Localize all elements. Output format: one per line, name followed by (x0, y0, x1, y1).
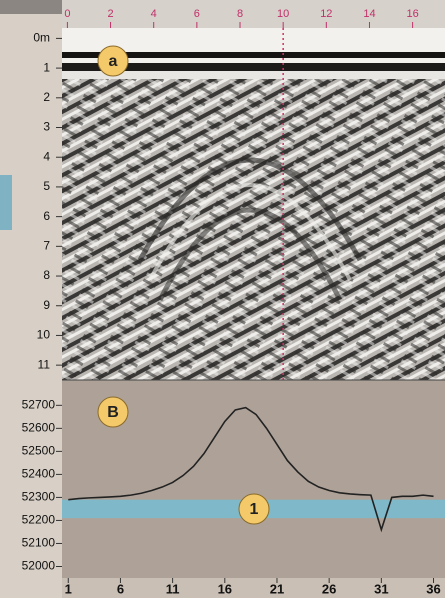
line (68, 406, 434, 533)
annotation: B (107, 404, 119, 421)
x-tick-label: 0 (64, 8, 70, 20)
y-tick-label: 3 (43, 120, 50, 134)
x-tick-label: 31 (374, 581, 388, 596)
x-tick-label: 14 (363, 8, 375, 20)
y-tick-label: 5 (43, 179, 50, 193)
annotation: a (109, 53, 118, 70)
annotation-badge (97, 45, 129, 77)
y-tick-label: 10 (37, 328, 51, 342)
y-tick-label: 52600 (22, 421, 56, 435)
x-tick-label: 16 (407, 8, 419, 20)
x-tick-label: 8 (237, 8, 243, 20)
annotation-badge (238, 493, 270, 525)
top-axis-strip (62, 0, 445, 28)
x-tick-label: 2 (107, 8, 113, 20)
y-tick-label: 7 (43, 239, 50, 253)
y-tick-label: 52400 (22, 467, 56, 481)
x-tick-label: 16 (218, 581, 232, 596)
annotation: 1 (250, 501, 259, 518)
y-tick-label: 2 (43, 90, 50, 104)
x-tick-label: 26 (322, 581, 336, 596)
y-tick-label: 8 (43, 268, 50, 282)
annotation-badge (97, 396, 129, 428)
y-tick-label: 0m (33, 31, 50, 45)
left-margin-band (0, 175, 12, 230)
y-tick-label: 52300 (22, 490, 56, 504)
x-tick-label: 21 (270, 581, 284, 596)
y-tick-label: 52500 (22, 444, 56, 458)
y-tick-label: 52200 (22, 513, 56, 527)
left-margin (0, 0, 62, 598)
y-tick-label: 52000 (22, 559, 56, 573)
x-tick-label: 12 (320, 8, 332, 20)
y-tick-label: 6 (43, 209, 50, 223)
radargram-image (62, 28, 445, 380)
x-tick-label: 1 (65, 581, 72, 596)
y-tick-label: 11 (38, 357, 51, 371)
y-tick-label: 52100 (22, 536, 56, 550)
x-tick-label: 10 (277, 8, 289, 20)
x-tick-label: 6 (194, 8, 200, 20)
x-tick-label: 6 (117, 581, 124, 596)
y-tick-label: 1 (43, 60, 50, 74)
y-tick-label: 52700 (22, 397, 56, 411)
x-tick-label: 11 (166, 581, 180, 596)
y-tick-label: 4 (43, 149, 50, 163)
left-margin-texture (0, 0, 62, 14)
x-tick-label: 4 (151, 8, 157, 20)
y-tick-label: 9 (43, 298, 50, 312)
x-tick-label: 36 (426, 581, 440, 596)
